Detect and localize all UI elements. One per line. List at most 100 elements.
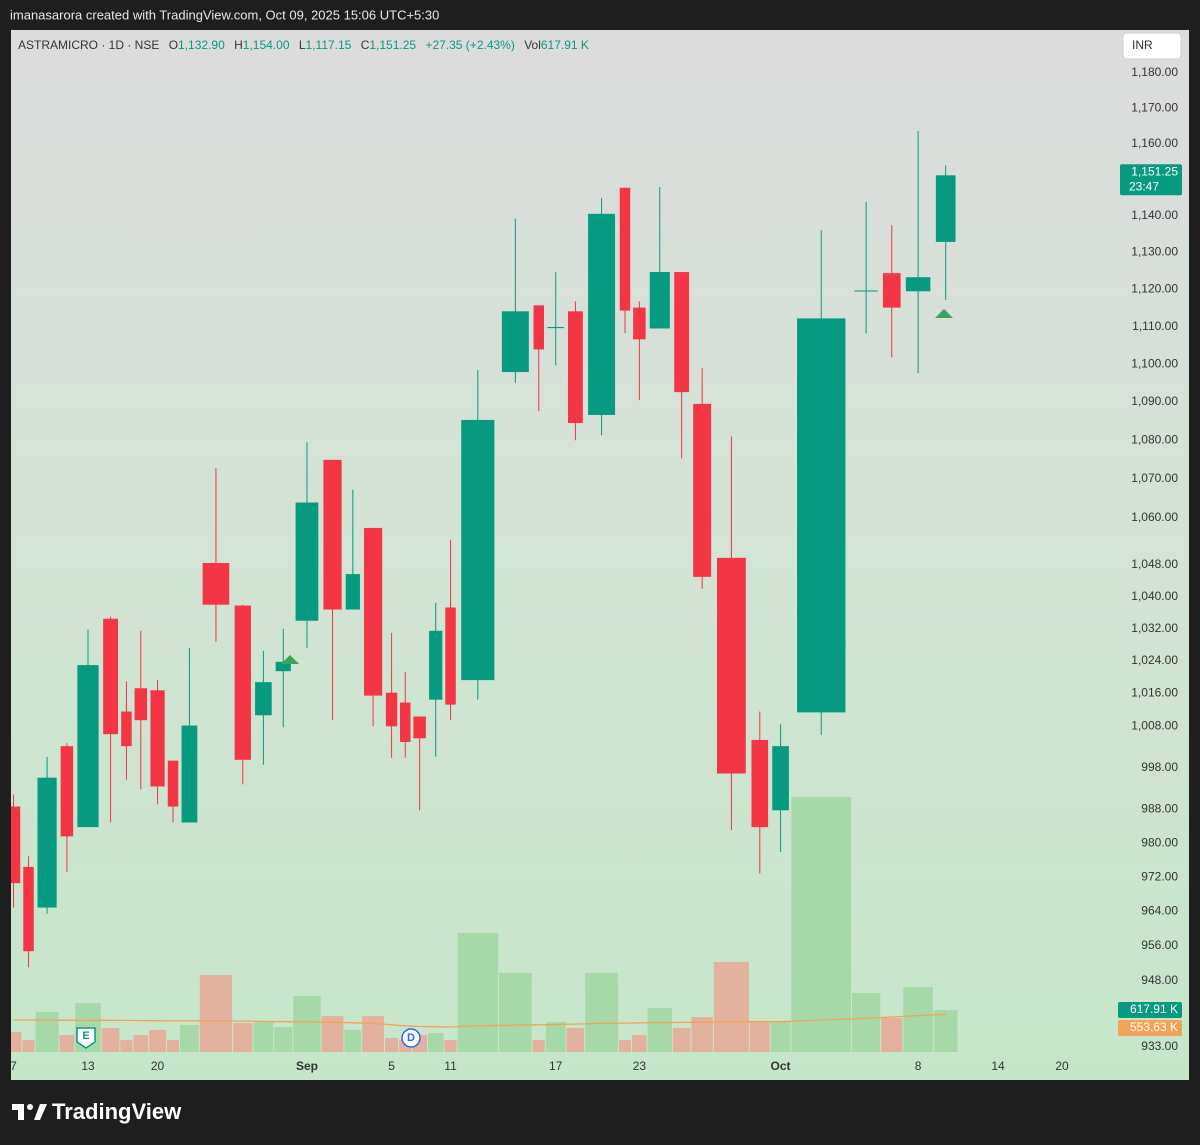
x-tick-label: 17 bbox=[549, 1059, 563, 1073]
candle-body bbox=[905, 277, 931, 292]
candle-body bbox=[533, 305, 545, 350]
countdown: 23:47 bbox=[1129, 179, 1159, 193]
y-tick-label: 1,080.00 bbox=[1131, 432, 1178, 446]
y-tick-label: 972.00 bbox=[1141, 869, 1178, 883]
y-tick-label: 933.00 bbox=[1141, 1039, 1178, 1053]
volume-bar bbox=[133, 1035, 149, 1052]
y-tick-label: 948.00 bbox=[1141, 973, 1178, 987]
candle-body bbox=[77, 665, 99, 828]
y-tick-label: 1,060.00 bbox=[1131, 510, 1178, 524]
candle-body bbox=[150, 690, 165, 787]
volume-bar bbox=[35, 1012, 59, 1052]
x-tick-label: 13 bbox=[81, 1059, 95, 1073]
legend-key: O bbox=[169, 38, 178, 52]
volume-bar bbox=[362, 1016, 384, 1052]
currency-button[interactable]: INR bbox=[1122, 32, 1182, 60]
volume-bar bbox=[713, 961, 749, 1052]
volume-bar bbox=[180, 1025, 199, 1052]
y-tick-label: 1,100.00 bbox=[1131, 356, 1178, 370]
legend-value: 1,117.15 bbox=[306, 38, 352, 52]
y-tick-label: 988.00 bbox=[1141, 802, 1178, 816]
volume-bar bbox=[22, 1040, 35, 1052]
volume-bar bbox=[444, 1040, 457, 1052]
event-label: E bbox=[82, 1030, 89, 1042]
volume-bar bbox=[749, 1022, 770, 1052]
candle-body bbox=[134, 688, 148, 721]
candle-body bbox=[935, 175, 956, 242]
candle-body bbox=[429, 630, 443, 700]
candle-body bbox=[255, 682, 272, 716]
x-tick-label: 20 bbox=[151, 1059, 165, 1073]
legend-value: 1,154.00 bbox=[243, 38, 290, 52]
signal-marker bbox=[935, 309, 953, 318]
volume-bar bbox=[632, 1035, 647, 1052]
volume-bar bbox=[321, 1016, 344, 1052]
x-tick-label: 5 bbox=[388, 1059, 395, 1073]
symbol: ASTRAMICRO · 1D · NSE bbox=[18, 38, 159, 52]
y-tick-label: 1,040.00 bbox=[1131, 589, 1178, 603]
candle-body bbox=[717, 557, 746, 774]
y-tick-label: 1,070.00 bbox=[1131, 471, 1178, 485]
y-tick-label: 1,170.00 bbox=[1131, 100, 1178, 114]
last-price-box bbox=[1120, 164, 1182, 196]
y-tick-label: 964.00 bbox=[1141, 904, 1178, 918]
candle-body bbox=[399, 702, 411, 743]
y-tick-label: 956.00 bbox=[1141, 938, 1178, 952]
legend-key: L bbox=[299, 38, 306, 52]
candle-body bbox=[103, 618, 119, 735]
candle-body bbox=[633, 307, 646, 340]
candle-body bbox=[751, 739, 769, 828]
volume-bar bbox=[647, 1008, 672, 1052]
signal-marker bbox=[281, 655, 299, 664]
candle-body bbox=[37, 777, 57, 908]
chart-panel bbox=[11, 30, 1189, 1080]
candle-body bbox=[345, 574, 360, 610]
volume-bar bbox=[545, 1022, 566, 1052]
volume-bar bbox=[399, 1040, 412, 1052]
volume-bar bbox=[166, 1040, 180, 1052]
candle-body bbox=[60, 746, 74, 837]
candle-body bbox=[275, 661, 291, 672]
candle-body bbox=[588, 213, 616, 415]
volume-bar bbox=[457, 933, 498, 1052]
last-price-label: 1,151.25 bbox=[1131, 164, 1178, 178]
candle-body bbox=[295, 502, 319, 621]
y-tick-label: 1,090.00 bbox=[1131, 394, 1178, 408]
candle-body bbox=[363, 527, 383, 696]
volume-bar bbox=[274, 1026, 293, 1052]
volume-label: 617.91 K bbox=[1130, 1002, 1178, 1016]
candle-body bbox=[323, 459, 342, 610]
volume-label-box bbox=[1118, 1001, 1182, 1018]
candle-body bbox=[501, 311, 529, 373]
y-tick-label: 1,008.00 bbox=[1131, 719, 1178, 733]
volume-bar bbox=[770, 1022, 791, 1052]
volume-bar bbox=[618, 1040, 632, 1052]
x-tick-label: 7 bbox=[10, 1059, 17, 1073]
candle-body bbox=[181, 725, 198, 823]
legend-key: Vol bbox=[524, 38, 541, 52]
candle-body bbox=[547, 326, 565, 329]
x-tick-label: 14 bbox=[991, 1059, 1005, 1073]
candle-body bbox=[567, 311, 583, 423]
candle-body bbox=[649, 272, 670, 329]
volume-bar bbox=[933, 1009, 958, 1052]
candle-body bbox=[23, 866, 34, 952]
candle-body bbox=[461, 419, 495, 681]
volume-bar bbox=[384, 1037, 399, 1052]
candle-body bbox=[11, 806, 21, 884]
candle-body bbox=[385, 692, 398, 727]
y-tick-label: 980.00 bbox=[1141, 835, 1178, 849]
volume-bar bbox=[101, 1027, 120, 1052]
volume-bar bbox=[233, 1023, 253, 1052]
event-marker[interactable]: E bbox=[76, 1027, 96, 1049]
volume-bar bbox=[293, 995, 321, 1052]
candle-body bbox=[167, 760, 179, 807]
y-tick-label: 1,048.00 bbox=[1131, 557, 1178, 571]
volume-ma-label-box bbox=[1118, 1019, 1182, 1036]
brand-logo[interactable]: TradingView bbox=[12, 1099, 182, 1124]
volume-bar bbox=[852, 992, 881, 1052]
volume-bar bbox=[11, 1032, 22, 1052]
candle-body bbox=[854, 290, 878, 292]
event-marker[interactable]: D bbox=[401, 1028, 421, 1048]
